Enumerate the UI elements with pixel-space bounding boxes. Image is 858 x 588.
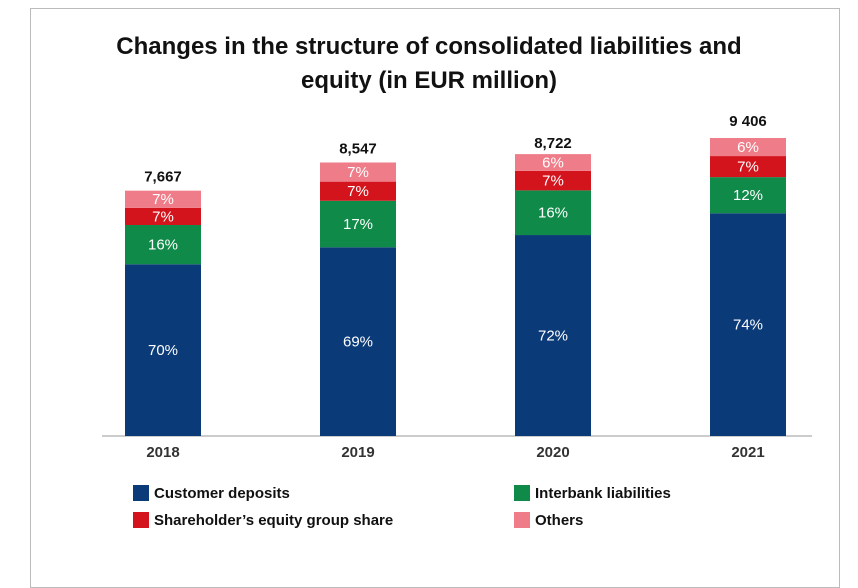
bar-segment [320, 247, 396, 436]
total-label: 8,722 [534, 135, 572, 152]
value-label: 12% [733, 187, 763, 204]
chart: 70%16%7%7%7,667201869%17%7%7%8,547201972… [102, 113, 812, 529]
x-tick-label: 2020 [536, 444, 569, 461]
legend-swatch [514, 512, 530, 528]
bar-segment [515, 190, 591, 236]
value-label: 6% [737, 139, 759, 156]
legend-swatch [133, 512, 149, 528]
bar-segment [710, 213, 786, 436]
page: Changes in the structure of consolidated… [30, 8, 840, 588]
x-tick-label: 2021 [731, 444, 764, 461]
bar-segment [710, 156, 786, 178]
legend-swatch [514, 485, 530, 501]
legend-label: Others [535, 512, 583, 529]
value-label: 7% [347, 164, 369, 181]
bar-segment [125, 190, 201, 208]
bar-segment [125, 224, 201, 265]
bar-segment [125, 207, 201, 225]
value-label: 16% [538, 205, 568, 222]
total-label: 8,547 [339, 140, 377, 157]
bar-segment [125, 264, 201, 436]
value-label: 7% [542, 173, 564, 190]
bar-segment [515, 154, 591, 171]
value-label: 72% [538, 327, 568, 344]
value-label: 69% [343, 334, 373, 351]
bar-segment [320, 181, 396, 201]
legend-label: Customer deposits [154, 485, 290, 502]
total-label: 9 406 [729, 113, 767, 130]
legend-swatch [133, 485, 149, 501]
value-label: 70% [148, 342, 178, 359]
total-label: 7,667 [144, 169, 182, 186]
x-tick-label: 2018 [146, 444, 179, 461]
bar-segment [320, 200, 396, 248]
chart-title: Changes in the structure of consolidated… [116, 33, 742, 94]
x-tick-label: 2019 [341, 444, 374, 461]
value-label: 7% [152, 191, 174, 208]
value-label: 7% [152, 208, 174, 225]
value-label: 16% [148, 237, 178, 254]
value-label: 6% [542, 154, 564, 171]
bar-segment [710, 138, 786, 157]
bar-segment [710, 177, 786, 214]
value-label: 7% [737, 159, 759, 176]
bar-segment [320, 162, 396, 182]
legend-label: Shareholder’s equity group share [154, 512, 393, 529]
value-label: 7% [347, 183, 369, 200]
legend-label: Interbank liabilities [535, 485, 671, 502]
bar-segment [515, 235, 591, 436]
bar-segment [515, 170, 591, 191]
value-label: 17% [343, 216, 373, 233]
value-label: 74% [733, 317, 763, 334]
